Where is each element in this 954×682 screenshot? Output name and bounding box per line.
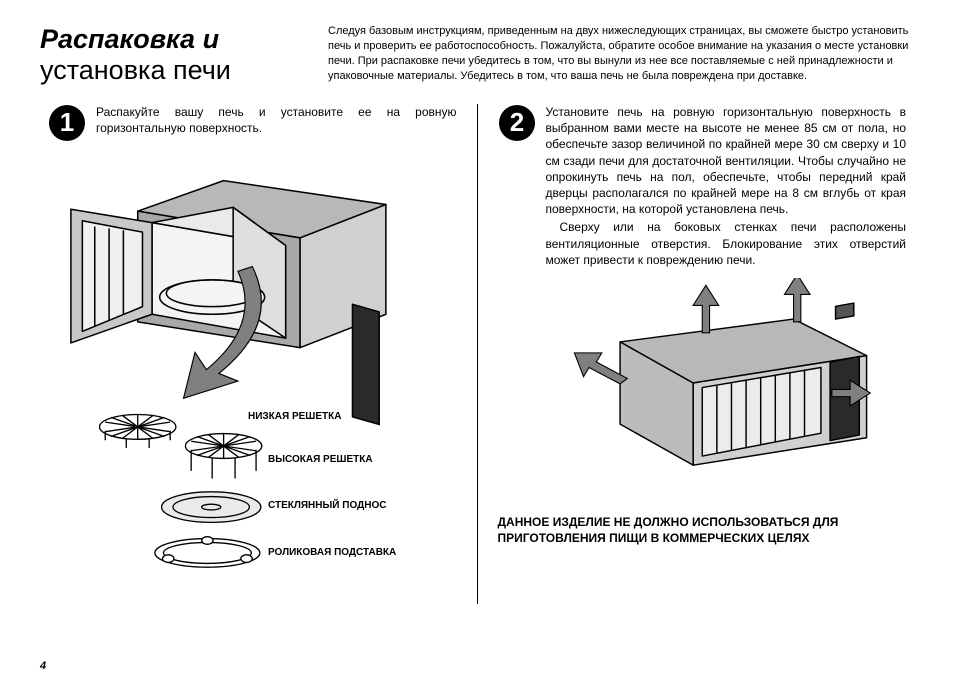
label-high-rack: ВЫСОКАЯ РЕШЕТКА [268,454,373,465]
label-roller-ring: РОЛИКОВАЯ ПОДСТАВКА [268,547,396,558]
label-low-rack: НИЗКАЯ РЕШЕТКА [248,411,341,422]
label-glass-tray: СТЕКЛЯННЫЙ ПОДНОС [268,500,386,511]
step-1-column: 1 Распакуйте вашу печь и установите ее н… [40,104,477,604]
step-2-column: 2 Установите печь на ровную горизонтальн… [477,104,915,604]
svg-text:2: 2 [509,107,523,137]
svg-text:1: 1 [60,107,74,137]
step-1-badge: 1 [48,104,86,142]
title-light: установка печи [40,55,231,85]
warning-text: ДАННОЕ ИЗДЕЛИЕ НЕ ДОЛЖНО ИСПОЛЬЗОВАТЬСЯ … [498,514,907,546]
intro-text: Следуя базовым инструкциям, приведенным … [328,24,914,83]
step-2-text: Установите печь на ровную горизонтальную… [546,104,907,268]
step-2-text-a: Установите печь на ровную горизонтальную… [546,105,907,216]
step-1-text: Распакуйте вашу печь и установите ее на … [96,104,457,136]
step-2-text-b: Сверху или на боковых стенках печи распо… [546,219,907,268]
page-number: 4 [40,660,46,672]
step-2-badge: 2 [498,104,536,142]
title-bold: Распаковка и [40,24,219,54]
page-title: Распаковка и установка печи [40,24,300,86]
step-1-illustration: НИЗКАЯ РЕШЕТКА ВЫСОКАЯ РЕШЕТКА СТЕКЛЯННЫ… [48,152,457,572]
step-2-illustration [498,278,907,488]
